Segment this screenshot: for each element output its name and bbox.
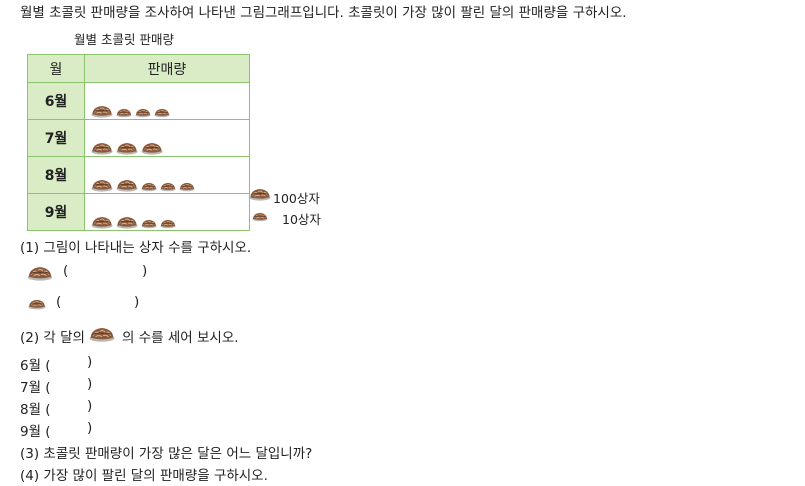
chocolate-100-icon (91, 178, 113, 192)
graph-title: 월별 초콜릿 판매량 (74, 32, 174, 47)
header-month: 월 (27, 54, 85, 83)
chocolate-10-icon (141, 181, 157, 192)
legend-small-label: 10상자 (282, 212, 321, 227)
q1-small-icon (28, 298, 46, 310)
legend-big-icon (249, 187, 271, 201)
q2-big-icon (89, 325, 115, 343)
chocolate-10-icon (160, 218, 176, 229)
q2-line-september: 9월 ( (20, 424, 51, 440)
chocolate-100-icon (116, 141, 138, 155)
chocolate-10-icon (116, 107, 132, 118)
q1-answer-open-2: ( (56, 294, 62, 310)
header-sales: 판매량 (84, 54, 250, 83)
q2-line-august: 8월 ( (20, 402, 51, 418)
table-row: 6월 (27, 82, 250, 120)
legend-small-icon (252, 211, 268, 222)
picture-graph: 월 판매량 6월 7월 8월 9월 (27, 54, 250, 231)
month-cell: 8월 (27, 156, 85, 194)
question-1: (1) 그림이 나타내는 상자 수를 구하시오. (20, 240, 252, 256)
q2-line-june: 6월 ( (20, 358, 51, 374)
table-row: 7월 (27, 119, 250, 157)
intro-text: 월별 초콜릿 판매량을 조사하여 나타낸 그림그래프입니다. 초콜릿이 가장 많… (20, 5, 627, 21)
q2-line-july: 7월 ( (20, 380, 51, 396)
chocolate-10-icon (179, 181, 195, 192)
q1-answer-close-2: ) (134, 294, 140, 310)
icon-cell (84, 193, 250, 231)
legend-big-label: 100상자 (273, 191, 320, 206)
q2-close-september: ) (87, 420, 93, 436)
question-2-start: (2) 각 달의 (20, 330, 85, 346)
chocolate-100-icon (91, 215, 113, 229)
q1-answer-open: ( (63, 263, 69, 279)
chocolate-100-icon (141, 141, 163, 155)
question-4: (4) 가장 많이 팔린 달의 판매량을 구하시오. (20, 468, 268, 484)
table-row: 8월 (27, 156, 250, 194)
icon-cell (84, 119, 250, 157)
chocolate-10-icon (154, 107, 170, 118)
q1-big-icon (27, 265, 53, 281)
chocolate-100-icon (91, 141, 113, 155)
q2-close-august: ) (87, 398, 93, 414)
q2-close-july: ) (87, 376, 93, 392)
q1-answer-close: ) (142, 263, 148, 279)
table-row: 9월 (27, 193, 250, 231)
month-cell: 6월 (27, 82, 85, 120)
icon-cell (84, 156, 250, 194)
chocolate-100-icon (116, 178, 138, 192)
chocolate-10-icon (141, 218, 157, 229)
question-3: (3) 초콜릿 판매량이 가장 많은 달은 어느 달입니까? (20, 446, 313, 462)
q2-close-june: ) (87, 354, 93, 370)
chocolate-100-icon (91, 104, 113, 118)
question-2-end: 의 수를 세어 보시오. (122, 330, 239, 346)
chocolate-10-icon (135, 107, 151, 118)
icon-cell (84, 82, 250, 120)
month-cell: 9월 (27, 193, 85, 231)
chocolate-10-icon (160, 181, 176, 192)
month-cell: 7월 (27, 119, 85, 157)
chocolate-100-icon (116, 215, 138, 229)
